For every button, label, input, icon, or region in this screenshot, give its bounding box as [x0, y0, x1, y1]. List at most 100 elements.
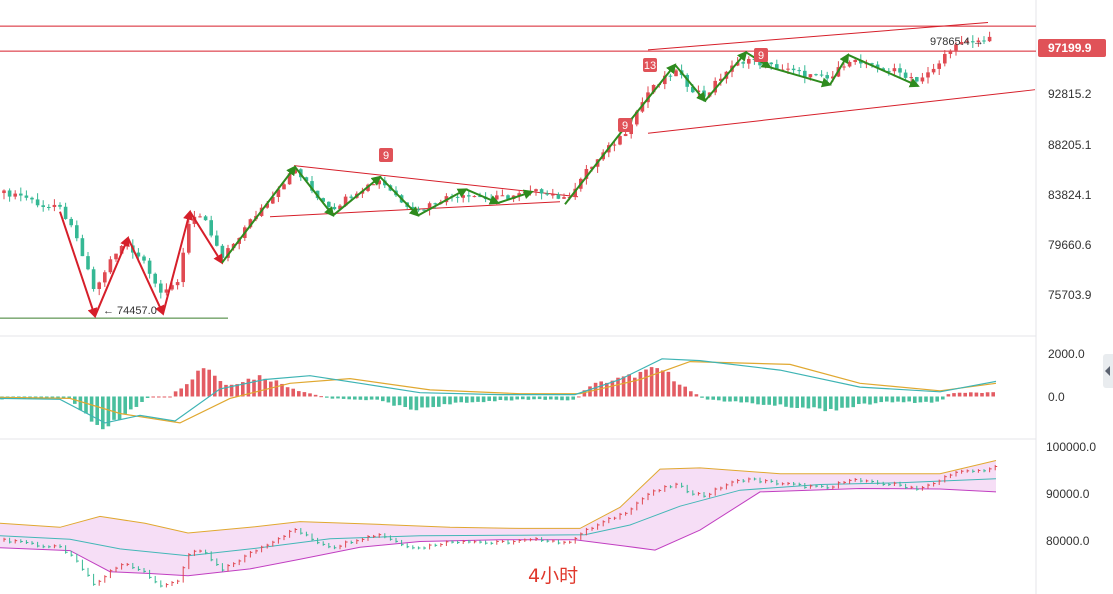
collapse-panel-handle[interactable] — [1103, 354, 1113, 388]
candle-body — [954, 44, 958, 51]
candle-body — [422, 209, 426, 211]
macd-bar — [229, 384, 234, 397]
candle — [545, 190, 549, 196]
candle-body — [108, 259, 113, 273]
macd-bar — [549, 396, 553, 400]
macd-bar — [946, 394, 951, 397]
candle-body — [898, 68, 902, 73]
macd-bar — [459, 396, 463, 403]
macd-bar — [224, 384, 228, 397]
zigzag-green-2-segment — [564, 116, 634, 205]
td-count-badge: 13 — [643, 58, 657, 72]
macd-bar — [173, 391, 178, 397]
macd-bar — [963, 392, 967, 397]
candle-body — [982, 40, 986, 42]
macd-bar — [571, 396, 575, 400]
macd-bar — [145, 396, 150, 399]
candle-body — [114, 253, 118, 260]
candle-body — [691, 86, 695, 93]
macd-bar — [78, 396, 83, 411]
macd-bar — [476, 396, 480, 402]
macd-bar — [375, 396, 379, 400]
candle-body — [2, 190, 6, 194]
macd-bar — [778, 396, 783, 405]
candle-body — [943, 53, 947, 64]
zigzag-green-1-segment — [465, 188, 500, 205]
candle-body — [91, 269, 96, 289]
macd-bar — [409, 396, 413, 410]
bollinger-axis-tick: 90000.0 — [1046, 487, 1090, 501]
candle — [847, 60, 852, 68]
candle — [282, 182, 286, 190]
candle — [539, 188, 544, 200]
macd-bar — [241, 382, 245, 397]
candle-body — [702, 90, 706, 97]
candle-body — [136, 252, 141, 257]
upper-trend-line — [647, 21, 989, 51]
candle — [181, 247, 185, 288]
macd-bar — [201, 368, 206, 397]
macd-bar — [873, 396, 878, 404]
candle-body — [775, 64, 779, 70]
td-badge-bg — [643, 58, 657, 72]
candle — [30, 196, 34, 204]
candle-body — [831, 76, 835, 79]
macd-bar — [577, 396, 581, 398]
current-price-label: 97199.9 — [1048, 41, 1092, 55]
macd-bar — [369, 396, 374, 400]
candle-body — [920, 77, 925, 82]
bollinger-panel: 100000.0 90000.0 80000.0 — [0, 440, 1096, 588]
candle — [534, 188, 538, 196]
candle-body — [517, 193, 521, 196]
candle — [937, 60, 941, 75]
candle — [41, 200, 45, 212]
td-badge-bg — [379, 148, 393, 162]
macd-bar — [621, 376, 626, 397]
macd-bar — [851, 396, 855, 408]
candle-body — [892, 68, 897, 72]
candle-body — [786, 68, 790, 70]
candle-body — [332, 206, 337, 210]
bollinger-upper — [0, 460, 997, 534]
macd-bar — [784, 396, 788, 407]
candle-body — [80, 238, 85, 257]
macd-bar — [308, 393, 312, 397]
macd-bar — [353, 396, 357, 400]
candle-body — [931, 68, 936, 73]
candle-body — [842, 66, 846, 68]
macd-bar — [67, 396, 71, 399]
candle-body — [875, 64, 880, 69]
macd-bar — [560, 396, 564, 401]
macd-line — [0, 358, 997, 424]
macd-bar — [95, 396, 99, 425]
candle-body — [803, 70, 807, 78]
macd-bar — [543, 396, 547, 400]
price-axis-tick: 79660.6 — [1048, 238, 1092, 252]
candle-body — [797, 70, 801, 72]
macd-bar — [162, 396, 167, 398]
candle-body — [13, 193, 17, 197]
macd-bar — [235, 384, 239, 397]
candle-body — [590, 166, 594, 169]
macd-bar — [661, 370, 665, 397]
macd-bar — [969, 392, 973, 397]
bollinger-axis-tick: 80000.0 — [1046, 534, 1090, 548]
zigzag-green-2-segment — [704, 50, 748, 102]
macd-bar — [610, 380, 615, 397]
candle-body — [69, 218, 73, 226]
price-axis-tick: 88205.1 — [1048, 138, 1092, 152]
zigzag-red-segment — [59, 211, 98, 319]
bollinger-lower — [0, 487, 997, 577]
candle — [63, 202, 68, 220]
candle-body — [86, 256, 90, 270]
macd-bar — [515, 396, 519, 400]
macd-bar — [537, 396, 542, 400]
candle-body — [741, 62, 745, 64]
macd-bar — [291, 388, 295, 397]
macd-bar — [269, 381, 273, 397]
macd-bar — [666, 371, 671, 397]
macd-bar — [493, 396, 497, 402]
price-axis-tick: 92815.2 — [1048, 87, 1092, 101]
candle-body — [147, 260, 152, 274]
td-badge-label: 9 — [383, 150, 389, 162]
